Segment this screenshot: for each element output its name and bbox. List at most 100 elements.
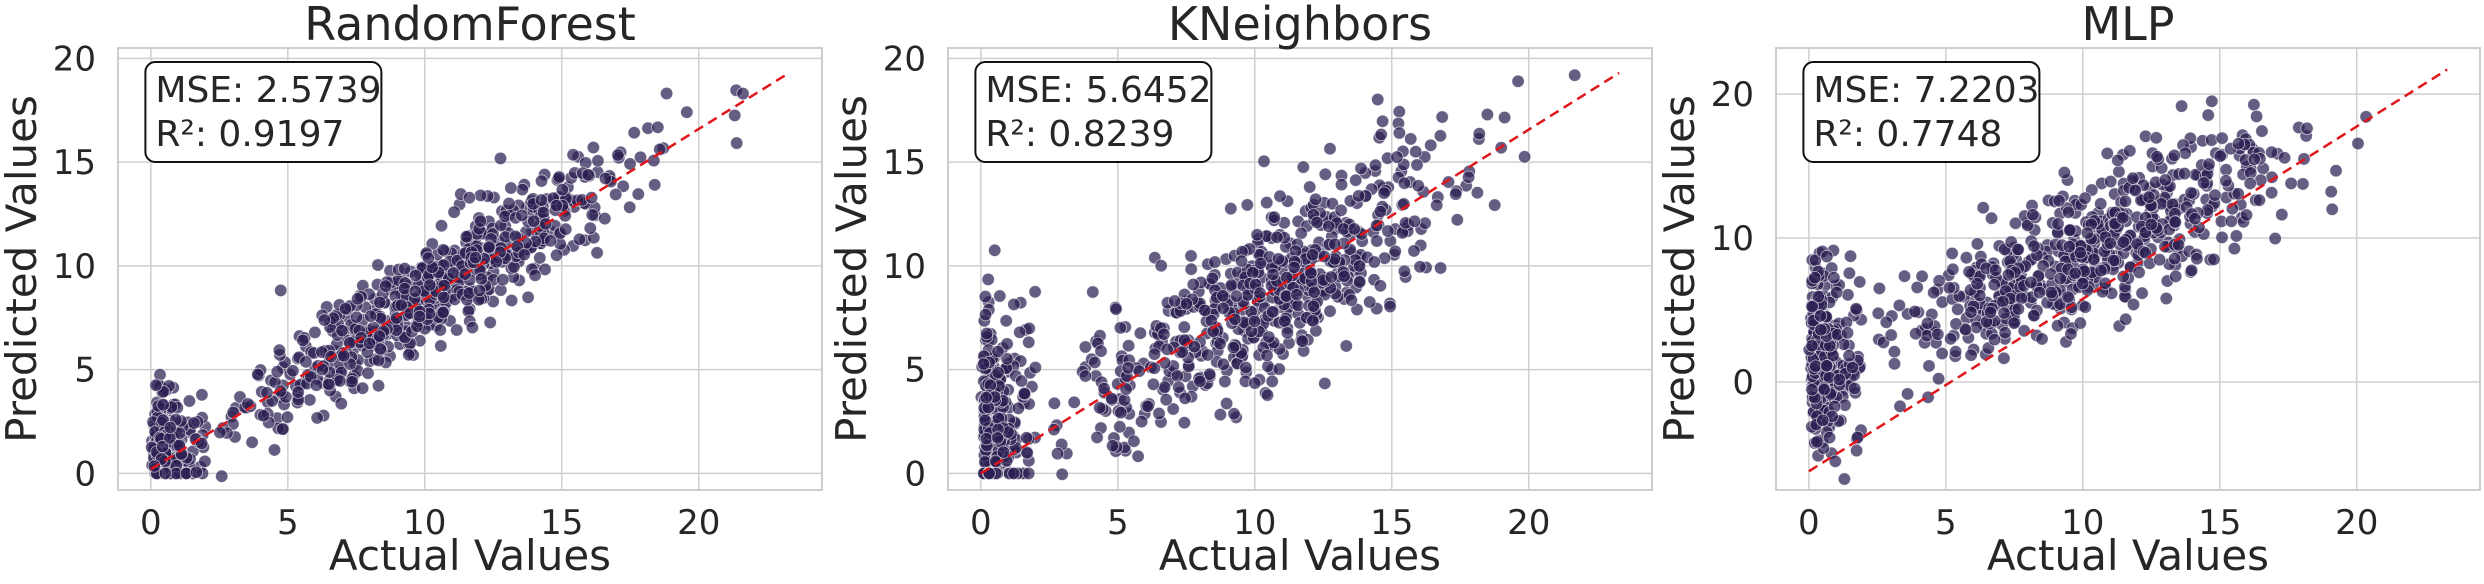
scatter-point bbox=[515, 182, 530, 197]
scatter-point bbox=[1987, 278, 2001, 292]
scatter-point bbox=[1133, 326, 1148, 340]
scatter-point bbox=[1368, 158, 1383, 172]
scatter-point bbox=[1842, 349, 1856, 363]
scatter-point bbox=[555, 183, 570, 197]
x-tick-label: 10 bbox=[1233, 503, 1276, 543]
scatter-point bbox=[1339, 339, 1353, 353]
scatter-point bbox=[373, 342, 387, 356]
scatter-point bbox=[2024, 275, 2038, 289]
scatter-point bbox=[1257, 154, 1271, 168]
scatter-point bbox=[1383, 299, 1397, 314]
scatter-point bbox=[1294, 226, 1308, 240]
scatter-point bbox=[468, 251, 483, 265]
plot-frame bbox=[1775, 47, 2481, 491]
scatter-point bbox=[1114, 405, 1128, 420]
scatter-point bbox=[1949, 317, 1963, 331]
scatter-point bbox=[1392, 126, 1407, 140]
scatter-point bbox=[1997, 351, 2011, 365]
scatter-point bbox=[2149, 131, 2163, 145]
scatter-point bbox=[286, 364, 300, 378]
scatter-point bbox=[402, 348, 416, 362]
scatter-point bbox=[2284, 176, 2298, 190]
scatter-point bbox=[1309, 192, 1323, 206]
scatter-point bbox=[1184, 262, 1198, 276]
scatter-point bbox=[2197, 176, 2211, 190]
scatter-point bbox=[980, 326, 994, 341]
scatter-point bbox=[373, 295, 387, 309]
scatter-point bbox=[493, 151, 508, 165]
scatter-point bbox=[1090, 430, 1104, 444]
scatter-point bbox=[465, 320, 479, 335]
scatter-point bbox=[1078, 340, 1093, 354]
scatter-point bbox=[1078, 369, 1093, 383]
scatter-point bbox=[2116, 269, 2130, 284]
scatter-point bbox=[1983, 305, 1998, 319]
metrics-box bbox=[1802, 61, 2041, 163]
scatter-point bbox=[1152, 406, 1166, 421]
scatter-point bbox=[1201, 348, 1215, 362]
scatter-point bbox=[517, 248, 531, 262]
scatter-point bbox=[1424, 138, 1438, 152]
scatter-point bbox=[421, 251, 435, 265]
scatter-point bbox=[1922, 359, 1936, 373]
scatter-point bbox=[2265, 145, 2279, 159]
scatter-point bbox=[2167, 148, 2181, 162]
scatter-point bbox=[1094, 344, 1108, 358]
scatter-point bbox=[1306, 248, 1320, 262]
scatter-point bbox=[1388, 244, 1402, 258]
scatter-point bbox=[362, 336, 377, 350]
scatter-point bbox=[2135, 286, 2149, 300]
scatter-point bbox=[2073, 316, 2087, 330]
scatter-point bbox=[350, 292, 365, 306]
scatter-point bbox=[1945, 246, 1959, 260]
r2-text: R²: 0.7748 bbox=[1813, 114, 2002, 155]
scatter-point bbox=[1106, 439, 1120, 453]
ideal-fit-line bbox=[150, 71, 790, 471]
scatter-point bbox=[274, 283, 288, 297]
scatter-point bbox=[272, 343, 286, 357]
scatter-point bbox=[1014, 374, 1029, 388]
mse-text: MSE: 7.2203 bbox=[1813, 70, 2039, 111]
scatter-point bbox=[2250, 109, 2264, 124]
scatter-point bbox=[474, 272, 488, 286]
scatter-point bbox=[1832, 372, 1846, 387]
scatter-point bbox=[1935, 346, 1949, 361]
y-tick-label: 5 bbox=[904, 351, 926, 391]
scatter-point bbox=[1216, 357, 1231, 371]
scatter-point bbox=[528, 268, 542, 282]
scatter-point bbox=[1019, 431, 1034, 445]
scatter-point bbox=[521, 290, 535, 304]
scatter-point bbox=[991, 431, 1005, 445]
scatter-point bbox=[1909, 327, 1923, 341]
scatter-point bbox=[609, 187, 623, 201]
scatter-point bbox=[1353, 275, 1367, 289]
scatter-point bbox=[2068, 266, 2082, 280]
scatter-point bbox=[1262, 330, 1276, 344]
scatter-point bbox=[1820, 359, 1834, 373]
scatter-point bbox=[1897, 269, 1912, 283]
scatter-point bbox=[2104, 174, 2118, 189]
scatter-point bbox=[394, 298, 408, 312]
scatter-point bbox=[1371, 92, 1385, 107]
scatter-point bbox=[1814, 323, 1828, 337]
scatter-point bbox=[979, 391, 993, 405]
scatter-point bbox=[1409, 145, 1423, 159]
scatter-point bbox=[1055, 467, 1069, 481]
scatter-point bbox=[2132, 265, 2146, 279]
scatter-point bbox=[473, 188, 488, 202]
x-tick-label: 5 bbox=[277, 503, 299, 543]
scatter-point bbox=[1959, 323, 1973, 337]
scatter-point bbox=[1322, 219, 1336, 233]
scatter-point bbox=[502, 196, 516, 211]
scatter-point bbox=[1848, 381, 1862, 396]
scatter-point bbox=[2026, 208, 2040, 222]
scatter-point bbox=[1146, 377, 1161, 391]
scatter-point bbox=[1843, 249, 1858, 263]
ideal-fit-line bbox=[980, 71, 1620, 475]
plot-frame bbox=[117, 47, 823, 491]
x-tick-label: 15 bbox=[2198, 503, 2241, 543]
scatter-point bbox=[1887, 345, 1902, 359]
scatter-point bbox=[1187, 340, 1202, 354]
